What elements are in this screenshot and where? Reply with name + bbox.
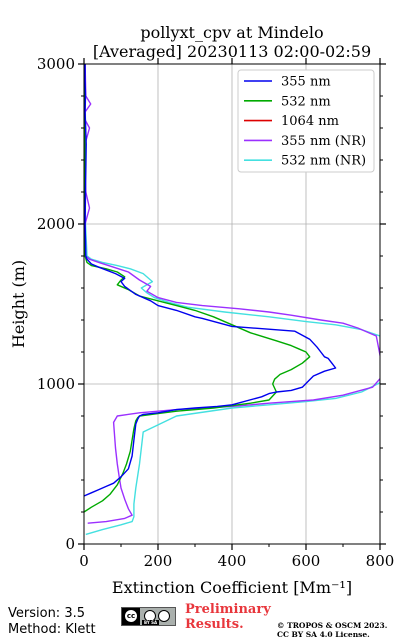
series-line-532-nm [84, 64, 311, 513]
y-tick-label: 0 [65, 535, 75, 553]
x-tick-label: 200 [144, 552, 173, 570]
series-line-355-nm [84, 64, 337, 497]
cc-badge-text: BY SA [142, 620, 160, 625]
series-lines [84, 64, 380, 536]
chart-title: pollyxt_cpv at Mindelo [140, 23, 323, 42]
preliminary-notice: Preliminary Results. [185, 602, 271, 632]
x-tick-label: 0 [79, 552, 89, 570]
method-text: Method: Klett [8, 622, 96, 637]
cc-license-badge: cc BY SA [121, 607, 176, 626]
x-tick-label: 400 [218, 552, 247, 570]
x-tick-label: 600 [292, 552, 321, 570]
copyright-line1: © TROPOS & OSCM 2023. [277, 621, 388, 630]
preliminary-line2: Results. [185, 617, 244, 632]
y-axis-label: Height (m) [9, 260, 28, 348]
legend-label-532-nm: 532 nm [281, 94, 331, 109]
version-text: Version: 3.5 [8, 606, 85, 621]
y-tick-label: 2000 [37, 215, 75, 233]
legend-label-355-nm: 355 nm [281, 75, 331, 90]
legend-label-532-nm-nr: 532 nm (NR) [281, 154, 366, 169]
legend-label-355-nm-nr: 355 nm (NR) [281, 134, 366, 149]
x-tick-label: 800 [366, 552, 395, 570]
legend-box [237, 69, 375, 173]
preliminary-line1: Preliminary [185, 602, 271, 617]
x-axis-label: Extinction Coefficient [Mm⁻¹] [112, 578, 352, 597]
legend: 355 nm 532 nm 1064 nm 355 nm (NR) 532 nm (NR… [237, 69, 375, 173]
copyright-line2: CC BY SA 4.0 License. [277, 630, 370, 639]
legend-label-1064-nm: 1064 nm [281, 114, 339, 129]
chart-subtitle: [Averaged] 20230113 02:00-02:59 [93, 42, 371, 61]
y-tick-label: 3000 [37, 55, 75, 73]
copyright-notice: © TROPOS & OSCM 2023. CC BY SA 4.0 Licen… [277, 621, 387, 639]
axis-ticks [78, 58, 386, 550]
series-line-355-nm-nr [84, 64, 380, 524]
series-line-532-nm-nr [84, 64, 380, 536]
y-tick-label: 1000 [37, 375, 75, 393]
tick-labels: 0 200 400 600 800 0 1000 2000 3000 [37, 55, 395, 570]
